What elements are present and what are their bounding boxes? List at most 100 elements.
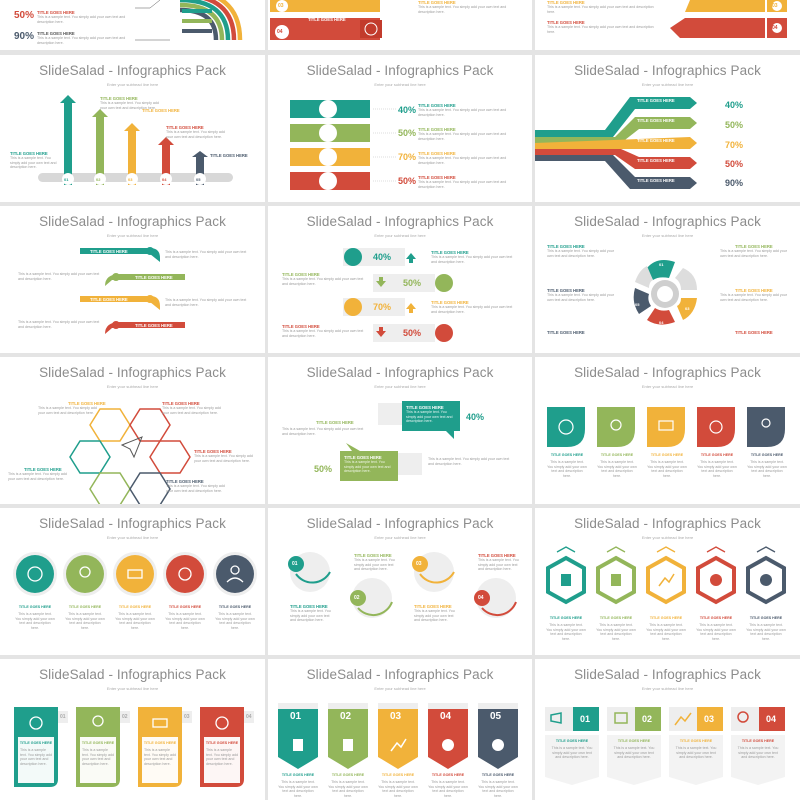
item-text: This is a sample text. You simply add yo… [38, 406, 97, 415]
slide-title: SlideSalad - Infographics Pack [306, 667, 494, 682]
item-text: This is a sample text. You simply add yo… [10, 156, 57, 170]
slide-r5-c0[interactable]: SlideSalad - Infographics Pack Enter you… [0, 659, 265, 800]
slide-subtitle: Enter your subhead line here [106, 384, 159, 389]
item-title: TITLE GOES HERE [637, 118, 675, 123]
arrow-tabs-graphic [670, 0, 787, 38]
item-title: TITLE GOES HERE [282, 324, 320, 329]
slide-r0-c0[interactable]: 50% 90% TITLE GOES HERE This is a sample… [0, 0, 265, 50]
slide-subtitle: Enter your subhead line here [641, 384, 694, 389]
slide-r1-c1[interactable]: SlideSalad - Infographics Pack Enter you… [268, 55, 532, 202]
slide-subtitle: Enter your subhead line here [641, 82, 694, 87]
item-text: This is a sample text. You simply add yo… [115, 612, 155, 630]
step-number: 04 [162, 177, 167, 182]
slide-r4-c2[interactable]: SlideSalad - Infographics Pack Enter you… [535, 508, 800, 655]
item-title: TITLE GOES HERE [750, 453, 784, 457]
item-title: TITLE GOES HERE [547, 20, 585, 25]
slide-title: SlideSalad - Infographics Pack [306, 365, 494, 380]
item-text: This is a sample text. You simply add yo… [547, 293, 614, 302]
percent-label: 40% [725, 100, 744, 110]
slide-subtitle: Enter your subhead line here [374, 535, 426, 540]
percent-label: 50% [403, 328, 422, 338]
item-title: TITLE GOES HERE [90, 297, 128, 302]
item-title: TITLE GOES HERE [205, 741, 239, 745]
slide-title: SlideSalad - Infographics Pack [39, 63, 226, 78]
leaf-shapes-graphic [547, 407, 785, 447]
item-text: This is a sample text. You simply add yo… [282, 277, 364, 286]
step-number: 03 [416, 561, 422, 567]
item-text: This is a sample text. You simply add yo… [551, 746, 593, 760]
slide-r2-c2[interactable]: SlideSalad - Infographics Pack Enter you… [535, 206, 800, 353]
item-text: This is a sample text. You simply add yo… [418, 132, 507, 141]
item-title: TITLE GOES HERE [549, 616, 583, 620]
item-text: This is a sample text. You simply add yo… [431, 255, 513, 264]
step-number: 05 [635, 302, 640, 307]
item-text: This is a sample text. You simply add yo… [15, 612, 55, 630]
slide-r1-c0[interactable]: SlideSalad - Infographics Pack Enter you… [0, 55, 265, 202]
step-number: 01 [290, 711, 302, 722]
item-title: TITLE GOES HERE [649, 616, 683, 620]
item-title: TITLE GOES HERE [90, 249, 128, 254]
item-title: TITLE GOES HERE [381, 773, 415, 777]
item-text: This is a sample text. You simply add yo… [547, 5, 654, 14]
slide-title: SlideSalad - Infographics Pack [39, 516, 226, 531]
slide-title: SlideSalad - Infographics Pack [306, 516, 494, 531]
slide-title: SlideSalad - Infographics Pack [574, 63, 761, 78]
item-text: This is a sample text. You simply add yo… [37, 36, 126, 45]
step-number: 04 [277, 29, 283, 35]
item-title: TITLE GOES HERE [282, 272, 320, 277]
slide-r0-c1[interactable]: 03 04 TITLE GOES HERE TITLE GOES HERE Th… [268, 0, 532, 50]
item-title: TITLE GOES HERE [406, 405, 444, 410]
item-title: TITLE GOES HERE [19, 741, 53, 745]
item-title: TITLE GOES HERE [547, 0, 585, 5]
slide-r5-c2[interactable]: SlideSalad - Infographics Pack Enter you… [535, 659, 800, 800]
slide-subtitle: Enter your subhead line here [374, 384, 426, 389]
step-number: 01 [64, 177, 69, 182]
slide-r4-c1[interactable]: SlideSalad - Infographics Pack Enter you… [268, 508, 532, 655]
item-title: TITLE GOES HERE [354, 553, 392, 558]
slide-r3-c2[interactable]: SlideSalad - Infographics Pack Enter you… [535, 357, 800, 504]
step-number: 05 [490, 711, 502, 722]
item-title: TITLE GOES HERE [24, 467, 62, 472]
item-text: This is a sample text. You simply add yo… [20, 748, 52, 766]
slide-subtitle: Enter your subhead line here [641, 686, 694, 691]
slide-r2-c1[interactable]: SlideSalad - Infographics Pack Enter you… [268, 206, 532, 353]
percent-tabs-graphic [343, 248, 453, 342]
item-title: TITLE GOES HERE [162, 401, 200, 406]
slide-title: SlideSalad - Infographics Pack [306, 214, 494, 229]
item-title: TITLE GOES HERE [81, 741, 115, 745]
curved-arrows-graphic [80, 247, 185, 334]
slide-r3-c1[interactable]: SlideSalad - Infographics Pack Enter you… [268, 357, 532, 504]
slide-title: SlideSalad - Infographics Pack [574, 214, 761, 229]
percent-label: 50% [398, 176, 417, 186]
step-number: 04 [246, 714, 252, 720]
slide-subtitle: Enter your subhead line here [641, 535, 694, 540]
item-text: This is a sample text. You simply add yo… [737, 746, 779, 760]
slide-r2-c0[interactable]: SlideSalad - Infographics Pack Enter you… [0, 206, 265, 353]
number-banners-graphic [278, 703, 518, 769]
slide-subtitle: Enter your subhead line here [374, 686, 426, 691]
slide-r4-c0[interactable]: SlideSalad - Infographics Pack Enter you… [0, 508, 265, 655]
step-number: 01 [580, 714, 591, 724]
percent-label: 50% [725, 120, 744, 130]
item-title: TITLE GOES HERE [418, 127, 456, 132]
item-title: TITLE GOES HERE [18, 605, 52, 609]
step-number: 01 [60, 714, 66, 720]
slide-title: SlideSalad - Infographics Pack [306, 63, 494, 78]
hexagon-web-graphic [69, 408, 191, 504]
percent-label: 90% [14, 31, 35, 42]
petal-cycle-graphic [633, 260, 697, 325]
slide-title: SlideSalad - Infographics Pack [574, 365, 761, 380]
slide-r5-c1[interactable]: SlideSalad - Infographics Pack Enter you… [268, 659, 532, 800]
item-text: This is a sample text. You simply add yo… [8, 472, 67, 481]
item-title: TITLE GOES HERE [331, 773, 365, 777]
item-title: TITLE GOES HERE [168, 605, 202, 609]
item-text: This is a sample text. You simply add yo… [100, 101, 159, 110]
item-title: TITLE GOES HERE [550, 453, 584, 457]
step-number: 02 [96, 177, 101, 182]
item-text: This is a sample text. You simply add yo… [697, 460, 737, 478]
slide-r1-c2[interactable]: SlideSalad - Infographics Pack Enter you… [535, 55, 800, 202]
slide-r0-c2[interactable]: TITLE GOES HERE This is a sample text. Y… [535, 0, 800, 50]
item-title: TITLE GOES HERE [218, 605, 252, 609]
slide-r3-c0[interactable]: SlideSalad - Infographics Pack Enter you… [0, 357, 265, 504]
percent-label: 50% [314, 464, 333, 474]
